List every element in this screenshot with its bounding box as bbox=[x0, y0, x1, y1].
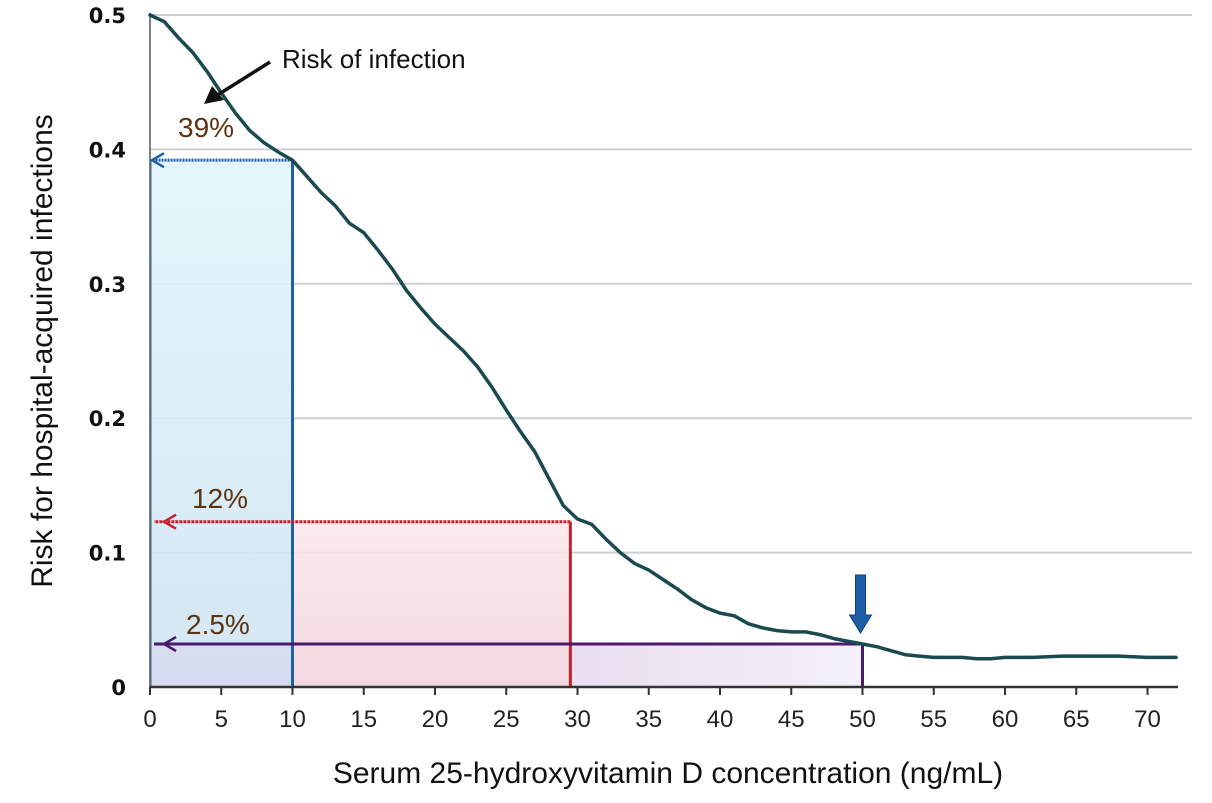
y-tick-label-2: 0.2 bbox=[89, 407, 126, 431]
x-tick-label-3: 15 bbox=[350, 706, 377, 733]
x-tick-label-0: 0 bbox=[143, 706, 156, 733]
x-tick-label-9: 45 bbox=[778, 706, 805, 733]
gridlines bbox=[150, 14, 1192, 554]
guide-lines bbox=[149, 152, 873, 687]
shade-region-39 bbox=[150, 160, 293, 688]
chart-labels: Serum 25-hydroxyvitamin D concentration … bbox=[26, 44, 1003, 790]
shade-region-12 bbox=[292, 521, 571, 687]
x-axis-label: Serum 25-hydroxyvitamin D concentration … bbox=[333, 757, 1003, 790]
y-tick-label-4: 0.4 bbox=[89, 138, 126, 162]
shade-region-2-5 bbox=[570, 643, 863, 687]
risk-curve-series bbox=[148, 13, 1178, 661]
x-tick-label-11: 55 bbox=[920, 706, 947, 733]
x-tick-label-13: 65 bbox=[1063, 706, 1090, 733]
callout-risk-of-infection: Risk of infection bbox=[282, 44, 466, 74]
annotation-2-5: 2.5% bbox=[186, 609, 250, 640]
arrowhead-2-5 bbox=[161, 635, 177, 653]
callout-pointer-arrowhead bbox=[204, 86, 224, 104]
x-tick-label-7: 35 bbox=[635, 706, 662, 733]
callout-pointer-line bbox=[215, 60, 271, 98]
x-tick-label-10: 50 bbox=[849, 706, 876, 733]
y-tick-label-3: 0.3 bbox=[89, 273, 126, 297]
annotation-12: 12% bbox=[192, 483, 248, 514]
shaded-regions bbox=[150, 160, 863, 688]
down-arrow-icon bbox=[848, 574, 873, 634]
y-tick-label-0: 0 bbox=[111, 676, 126, 700]
arrowhead-12 bbox=[161, 513, 177, 530]
annotation-39: 39% bbox=[178, 112, 234, 143]
x-tick-label-14: 70 bbox=[1134, 706, 1161, 733]
x-tick-label-4: 20 bbox=[422, 706, 449, 733]
arrowhead-39 bbox=[149, 152, 165, 169]
risk-curve-line bbox=[148, 13, 1178, 661]
x-tick-label-5: 25 bbox=[493, 706, 520, 733]
y-tick-label-5: 0.5 bbox=[89, 4, 126, 28]
y-tick-label-1: 0.1 bbox=[89, 542, 126, 566]
axes: 0 5 10 15 20 25 30 35 40 45 50 55 60 65 70 0 0.1 0.2 0.3 0.… bbox=[89, 4, 1178, 733]
x-tick-label-2: 10 bbox=[279, 706, 306, 733]
shade-overlap-bottom bbox=[150, 643, 293, 687]
x-tick-label-12: 60 bbox=[992, 706, 1019, 733]
x-tick-label-6: 30 bbox=[564, 706, 591, 733]
y-axis-label: Risk for hospital-acquired infections bbox=[26, 114, 59, 588]
x-tick-label-1: 5 bbox=[215, 706, 228, 733]
x-tick-label-8: 40 bbox=[707, 706, 734, 733]
